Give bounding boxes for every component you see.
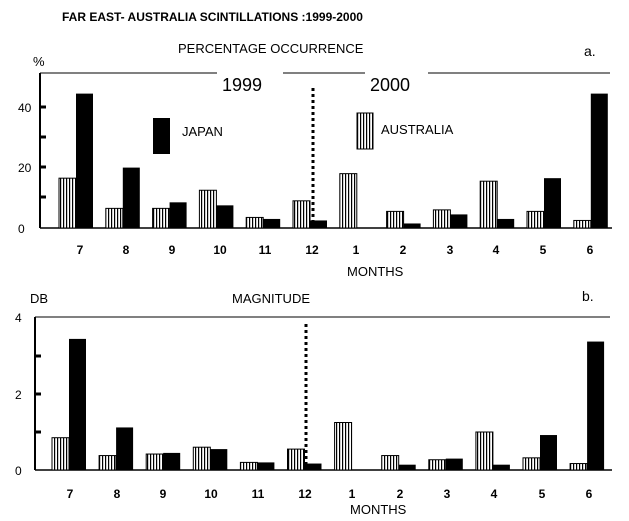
panel-b-x-axis-title: MONTHS — [350, 502, 407, 517]
panel-a-bar-japan-6 — [590, 93, 608, 228]
panel-a-bar-australia-1 — [339, 173, 358, 229]
panel-b-month-label: 5 — [539, 487, 546, 501]
panel-a-bar-japan-8 — [122, 167, 140, 228]
panel-a-bars — [58, 93, 608, 229]
panel-a-month-label: 4 — [493, 243, 500, 257]
panel-a-title: PERCENTAGE OCCURRENCE — [178, 41, 364, 56]
panel-b-bar-australia-9 — [145, 453, 164, 471]
panel-b-month-label: 10 — [204, 487, 218, 501]
panel-a-bar-australia-12 — [292, 200, 311, 229]
legend-japan-label: JAPAN — [182, 124, 223, 139]
panel-b-magnitude: DB MAGNITUDE b. 0 2 4 7 8 9 10 11 12 1 2… — [15, 288, 612, 517]
panel-b-ytick-label-0: 0 — [15, 464, 22, 478]
panel-a-bar-australia-10 — [198, 189, 217, 229]
panel-a-bar-australia-7 — [58, 177, 77, 229]
panel-a-bar-japan-2 — [403, 223, 421, 228]
panel-a-bar-japan-7 — [76, 93, 93, 228]
panel-b-bar-japan-4 — [492, 464, 510, 470]
panel-a-ytick-label-40: 40 — [18, 101, 32, 115]
panel-b-bar-japan-10 — [210, 449, 228, 470]
panel-b-bar-australia-8 — [98, 455, 117, 471]
panel-a-month-label: 3 — [447, 243, 454, 257]
panel-a-bar-japan-5 — [544, 178, 561, 228]
panel-b-bar-japan-8 — [116, 427, 134, 470]
panel-a-bar-australia-3 — [432, 209, 451, 229]
panel-a-month-label: 6 — [587, 243, 594, 257]
panel-b-title: MAGNITUDE — [232, 291, 310, 306]
panel-b-bar-japan-11 — [257, 462, 275, 470]
panel-a-month-label: 9 — [169, 243, 176, 257]
panel-a-month-label: 7 — [77, 243, 84, 257]
panel-a-bar-japan-12 — [310, 220, 327, 228]
panel-a-bar-australia-8 — [105, 207, 124, 229]
panel-b-bar-australia-12 — [287, 448, 305, 471]
panel-b-bar-australia-4 — [475, 431, 494, 471]
panel-b-bar-japan-7 — [69, 338, 86, 470]
panel-b-bar-australia-2 — [381, 455, 400, 471]
panel-a-year-2000: 2000 — [370, 75, 410, 95]
panel-a-month-label: 12 — [305, 243, 319, 257]
panel-b-bars — [51, 338, 605, 471]
panel-a-bar-japan-9 — [169, 202, 187, 228]
panel-a-percentage-occurrence: PERCENTAGE OCCURRENCE a. % 1999 2000 JAP… — [18, 41, 612, 279]
panel-a-month-label: 1 — [353, 243, 360, 257]
panel-a-bar-japan-11 — [263, 218, 281, 228]
panel-a-month-label: 5 — [540, 243, 547, 257]
panel-a-month-label: 8 — [123, 243, 130, 257]
panel-b-month-label: 12 — [298, 487, 312, 501]
panel-a-year-1999: 1999 — [222, 75, 262, 95]
legend-australia-label: AUSTRALIA — [381, 122, 454, 137]
panel-b-bar-japan-5 — [540, 435, 557, 470]
panel-b-ytick-label-4: 4 — [15, 311, 22, 325]
panel-a-month-label: 2 — [400, 243, 407, 257]
panel-b-bar-japan-2 — [398, 464, 416, 470]
panel-a-bar-japan-4 — [497, 218, 515, 228]
panel-b-bar-australia-3 — [428, 459, 447, 471]
panel-b-month-label: 4 — [491, 487, 498, 501]
panel-b-month-label: 11 — [252, 487, 265, 501]
panel-b-bar-australia-7 — [51, 437, 70, 471]
panel-a-bar-australia-5 — [526, 210, 545, 229]
panel-b-month-label: 8 — [114, 487, 121, 501]
panel-a-bar-australia-2 — [386, 210, 405, 229]
panel-b-month-label: 7 — [67, 487, 74, 501]
panel-b-bar-australia-5 — [522, 457, 541, 471]
panel-b-letter: b. — [582, 288, 594, 304]
panel-b-unit-label: DB — [30, 291, 48, 306]
panel-a-bar-australia-6 — [573, 219, 592, 229]
panel-b-month-label: 1 — [349, 487, 356, 501]
panel-a-month-labels: 7 8 9 10 11 12 1 2 3 4 5 6 — [77, 243, 594, 257]
panel-a-ytick-label-20: 20 — [18, 161, 32, 175]
panel-b-month-label: 9 — [160, 487, 167, 501]
panel-a-unit-label: % — [33, 54, 45, 69]
panel-b-bar-japan-9 — [163, 452, 181, 470]
panel-a-ytick-label-0: 0 — [18, 222, 25, 236]
figure-title: FAR EAST- AUSTRALIA SCINTILLATIONS :1999… — [62, 10, 363, 24]
panel-b-bar-australia-11 — [239, 461, 258, 471]
panel-a-month-label: 10 — [213, 243, 227, 257]
panel-a-x-axis-title: MONTHS — [347, 264, 404, 279]
panel-a-bar-australia-11 — [245, 216, 264, 229]
panel-b-bar-japan-6 — [587, 341, 605, 470]
panel-a-bar-australia-9 — [152, 207, 171, 229]
panel-a-month-label: 11 — [259, 243, 272, 257]
panel-a-bar-japan-10 — [216, 205, 234, 228]
panel-b-month-label: 2 — [397, 487, 404, 501]
panel-a-bar-japan-3 — [450, 214, 468, 228]
panel-b-month-label: 3 — [444, 487, 451, 501]
panel-a-letter: a. — [584, 43, 596, 59]
panel-b-ytick-label-2: 2 — [15, 388, 22, 402]
panel-a-bar-australia-4 — [479, 180, 498, 229]
panel-b-month-labels: 7 8 9 10 11 12 1 2 3 4 5 6 — [67, 487, 593, 501]
panel-b-month-label: 6 — [586, 487, 593, 501]
legend-japan-swatch — [153, 118, 170, 154]
legend-australia-swatch — [356, 112, 374, 150]
panel-b-bar-australia-6 — [569, 463, 588, 471]
panel-b-bar-japan-12 — [304, 463, 322, 470]
panel-b-bar-australia-1 — [334, 422, 353, 471]
panel-b-bar-japan-3 — [445, 458, 463, 470]
panel-b-bar-australia-10 — [192, 446, 211, 471]
